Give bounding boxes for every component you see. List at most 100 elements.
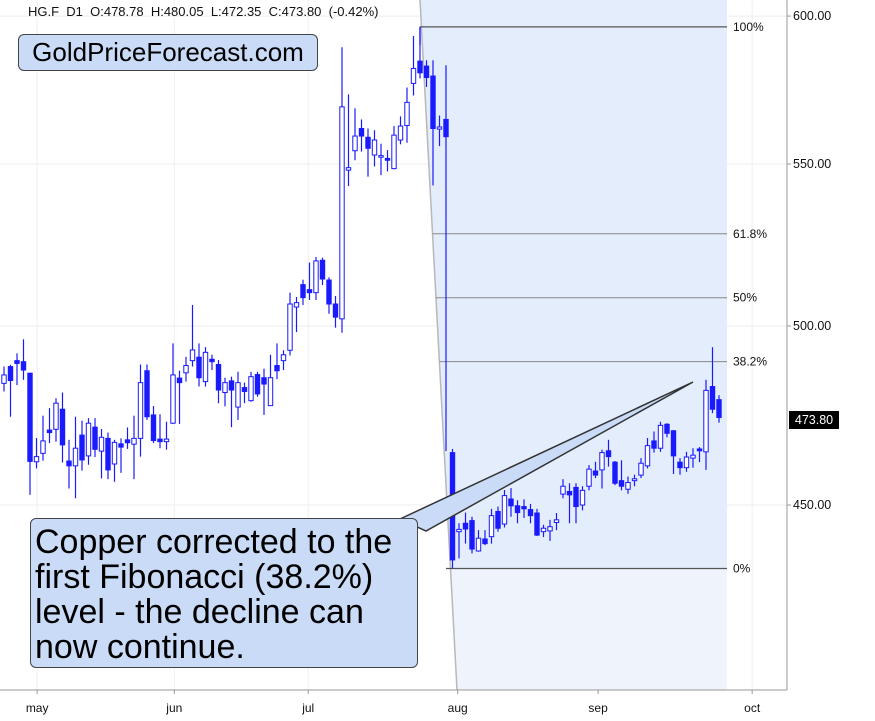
candle-body-up — [436, 126, 443, 130]
candle-body-down — [59, 408, 66, 446]
candle — [300, 279, 306, 306]
candle — [358, 119, 365, 152]
candle — [267, 354, 274, 407]
candle-body-down — [274, 365, 280, 372]
candle-body-down — [423, 65, 430, 79]
candle-body-down — [521, 506, 527, 510]
candle — [189, 305, 196, 367]
logo-gold-price-forecast: GoldPriceForecast.com — [18, 34, 318, 71]
candle — [40, 415, 46, 461]
candle — [430, 60, 436, 186]
candle-body-up — [235, 382, 241, 408]
candle-body-up — [222, 382, 228, 394]
candle-body-up — [397, 125, 404, 141]
candle — [579, 486, 586, 511]
candle — [618, 460, 625, 491]
candle — [215, 359, 222, 404]
candle — [72, 416, 79, 499]
candle-body-down — [196, 356, 202, 379]
candle — [495, 506, 501, 532]
candle — [703, 379, 709, 470]
price-axis-panel — [787, 0, 875, 721]
x-tick-label: oct — [744, 701, 761, 715]
candle-body-down — [157, 438, 163, 443]
annotation-callout: Copper corrected to the first Fibonacci … — [30, 518, 418, 668]
candle — [365, 128, 371, 177]
candle-body-down — [677, 461, 683, 469]
candle-body-down — [319, 259, 326, 280]
candle-body-down — [326, 279, 332, 305]
candle-body-down — [618, 480, 625, 487]
candle — [534, 508, 540, 536]
candle — [293, 296, 300, 333]
candle — [417, 26, 423, 79]
candle — [59, 392, 66, 463]
candle — [105, 432, 111, 480]
candle-body-up — [131, 437, 137, 445]
candle — [313, 257, 319, 300]
candle — [690, 448, 696, 468]
candle — [599, 449, 605, 489]
candle-body-up — [339, 106, 345, 320]
candle-body-down — [7, 366, 14, 382]
candle — [14, 353, 20, 386]
candle-body-up — [40, 440, 46, 454]
candle-body-down — [215, 363, 222, 391]
candle-body-up — [163, 438, 170, 443]
candle-body-up — [540, 527, 547, 533]
candle-body-up — [280, 354, 287, 362]
candle-body-down — [443, 118, 449, 138]
candle — [508, 488, 514, 517]
candle-body-up — [547, 526, 553, 532]
candle-body-up — [72, 447, 79, 467]
candle-body-up — [488, 515, 495, 538]
candle — [397, 116, 404, 145]
candle-body-down — [332, 303, 339, 318]
candle — [644, 438, 651, 469]
candle — [482, 530, 488, 546]
candle — [625, 476, 631, 494]
x-tick-label: jul — [301, 701, 314, 715]
fib-level-label: 100% — [733, 20, 764, 34]
candle — [456, 523, 462, 559]
candle — [573, 483, 579, 524]
candle-body-down — [261, 377, 267, 385]
y-tick-label: 600.00 — [793, 9, 831, 23]
candle-body-down — [124, 439, 131, 444]
candle — [404, 87, 410, 143]
candle-body-up — [560, 485, 566, 495]
candle-body-up — [170, 374, 176, 424]
candle-body-down — [79, 434, 85, 461]
candle-body-up — [638, 462, 644, 476]
candle — [612, 461, 618, 486]
candle-body-up — [475, 537, 482, 552]
candle — [521, 499, 527, 518]
callout-line: Copper corrected to the — [35, 523, 393, 561]
candle — [488, 508, 495, 544]
candle — [339, 47, 345, 333]
callout-line: now continue. — [35, 628, 245, 666]
candle-body-up — [202, 351, 209, 383]
candle — [378, 143, 384, 176]
candle-body-up — [313, 260, 319, 294]
candle — [163, 421, 170, 450]
candle-body-down — [573, 486, 579, 508]
candle-body-down — [709, 386, 716, 410]
candle-body-up — [553, 519, 560, 523]
candle — [664, 423, 670, 438]
candle — [677, 458, 683, 475]
candle-body-up — [579, 489, 586, 506]
candle-body-up — [345, 167, 352, 171]
candle-body-up — [683, 456, 690, 469]
candle-body-down — [384, 157, 391, 161]
candle — [33, 438, 40, 469]
candle — [20, 339, 27, 380]
candle-body-down — [105, 437, 111, 471]
candle — [248, 371, 254, 402]
candle-body-up — [456, 528, 462, 533]
candle — [124, 427, 131, 449]
fib-level-label: 0% — [733, 562, 751, 576]
candle — [150, 405, 157, 444]
candle — [222, 377, 228, 407]
